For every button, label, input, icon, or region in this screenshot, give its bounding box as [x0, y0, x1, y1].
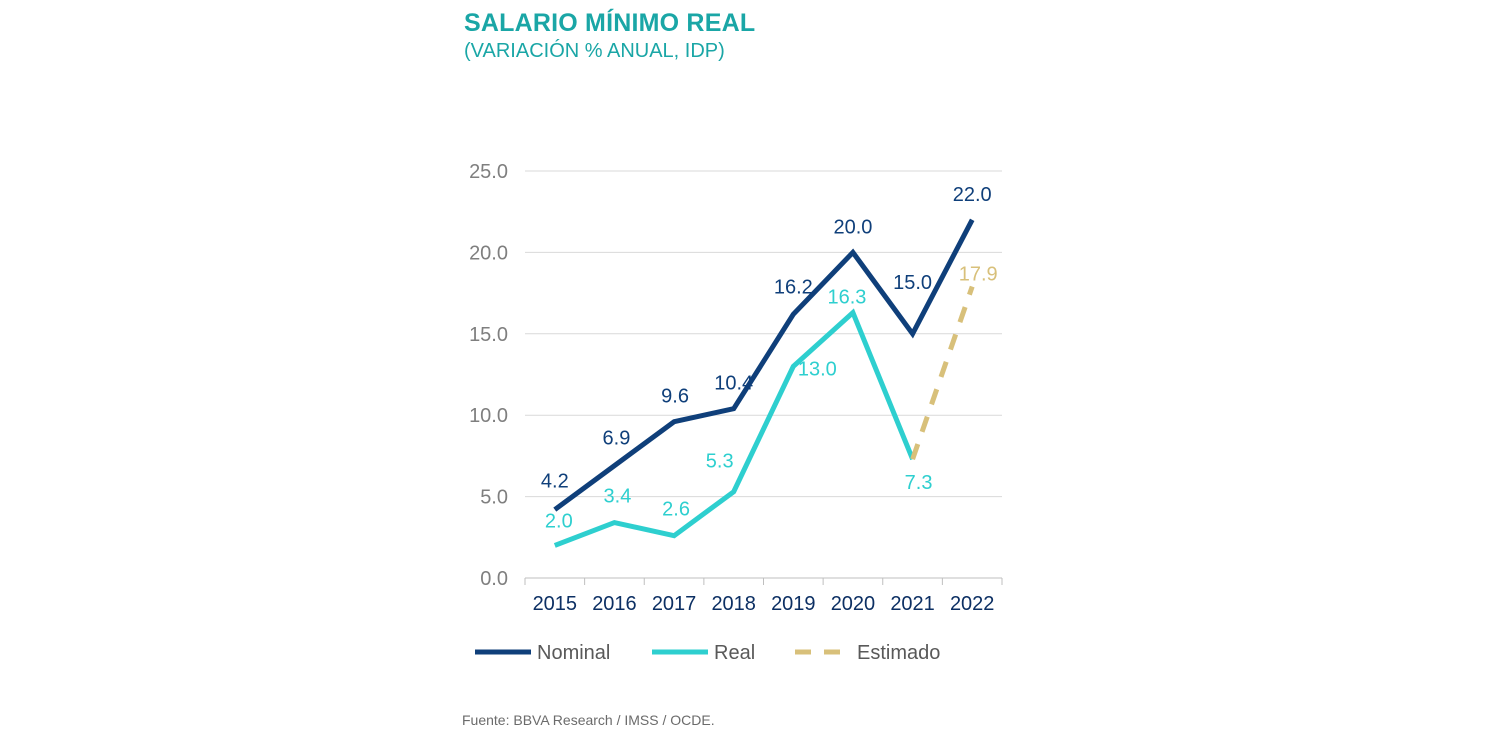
x-tick-label: 2021: [890, 593, 935, 615]
chart-subtitle: (VARIACIÓN % ANUAL, IDP): [464, 40, 725, 62]
legend-label: Estimado: [857, 642, 940, 664]
x-tick-label: 2022: [950, 593, 995, 615]
series-lines: [553, 218, 975, 548]
data-label: 13.0: [798, 358, 837, 380]
y-tick-label: 25.0: [469, 161, 508, 183]
x-tick-label: 2015: [533, 593, 578, 615]
data-label: 5.3: [706, 451, 734, 473]
x-tick-label: 2017: [652, 593, 697, 615]
data-label: 16.2: [774, 276, 813, 298]
source-note: Fuente: BBVA Research / IMSS / OCDE.: [462, 712, 715, 728]
y-tick-label: 0.0: [480, 568, 508, 590]
legend-label: Nominal: [537, 642, 610, 664]
x-tick-label: 2016: [592, 593, 637, 615]
data-label: 2.0: [545, 510, 573, 532]
data-label: 2.6: [662, 499, 690, 521]
x-tick-label: 2020: [831, 593, 876, 615]
series-line-estimado: [910, 285, 975, 461]
chart-title: SALARIO MÍNIMO REAL: [464, 9, 756, 37]
data-label: 20.0: [833, 216, 872, 238]
data-labels: 4.2 6.9 9.6 10.4 16.2 20.0 15.0 22.0 2.0 3.4 2.6 5.…: [541, 184, 998, 533]
y-tick-label: 20.0: [469, 242, 508, 264]
data-label: 3.4: [604, 486, 632, 508]
y-tick-label: 15.0: [469, 324, 508, 346]
data-label: 7.3: [905, 472, 933, 494]
data-label: 17.9: [959, 264, 998, 286]
x-tick-label: 2018: [711, 593, 756, 615]
y-tick-label: 10.0: [469, 405, 508, 427]
data-label: 9.6: [661, 386, 689, 408]
data-label: 15.0: [893, 272, 932, 294]
gridlines: [525, 170, 1002, 498]
data-label: 16.3: [827, 287, 866, 309]
legend: Nominal Real Estimado: [475, 642, 940, 664]
data-label: 6.9: [603, 428, 631, 450]
data-label: 22.0: [953, 184, 992, 206]
x-tick-label: 2019: [771, 593, 816, 615]
data-label: 10.4: [714, 373, 753, 395]
data-label: 4.2: [541, 471, 569, 493]
series-line-nominal: [553, 218, 975, 512]
series-line-real: [553, 308, 915, 548]
y-tick-label: 5.0: [480, 487, 508, 509]
legend-label: Real: [714, 642, 755, 664]
axes: 0.0 5.0 10.0 15.0 20.0 25.0 2015 2016 2017 2018 20…: [469, 161, 1003, 615]
